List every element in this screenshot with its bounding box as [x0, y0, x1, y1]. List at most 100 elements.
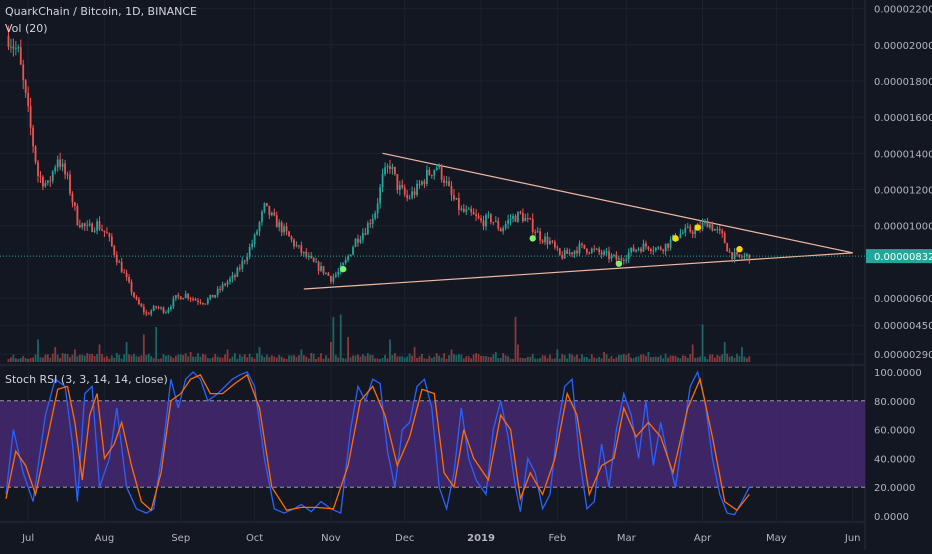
volume-bar — [162, 354, 165, 362]
volume-bar — [605, 354, 608, 362]
volume-bar — [499, 358, 502, 362]
candle-body — [595, 248, 598, 250]
volume-bar — [101, 354, 103, 362]
candle-body — [337, 271, 340, 275]
candle-body — [113, 245, 116, 255]
candle-body — [726, 243, 729, 252]
time-tick-label: Apr — [694, 533, 712, 544]
volume-bar — [425, 358, 428, 362]
candle-body — [140, 304, 143, 307]
time-tick-label: Dec — [395, 533, 414, 544]
time-tick-label: Jul — [21, 533, 34, 544]
volume-bar — [709, 354, 711, 362]
volume-bar — [438, 355, 441, 362]
candle-body — [460, 208, 463, 210]
volume-bar — [487, 356, 490, 362]
volume-bar — [462, 358, 465, 362]
candle-body — [184, 293, 187, 298]
candle-body — [686, 226, 689, 228]
candle-body — [194, 299, 197, 301]
volume-bar — [39, 357, 42, 362]
candle-body — [519, 211, 522, 213]
volume-bar — [209, 358, 212, 362]
volume-bar — [541, 355, 544, 362]
candle-body — [637, 248, 640, 250]
volume-bar — [332, 317, 335, 362]
volume-bar — [81, 354, 84, 362]
volume-bar — [145, 355, 148, 362]
volume-bar — [640, 354, 642, 362]
candle-body — [546, 236, 549, 245]
candle-body — [613, 254, 615, 256]
candle-body — [14, 48, 17, 50]
candle-body — [539, 231, 542, 241]
candle-body — [509, 218, 512, 220]
volume-bar — [401, 356, 404, 362]
candle-body — [305, 251, 308, 257]
volume-bar — [369, 354, 372, 362]
candle-body — [101, 229, 103, 231]
volume-bar — [290, 355, 293, 362]
volume-bar — [322, 358, 325, 362]
trendline-support — [303, 252, 853, 290]
candle-body — [433, 170, 436, 176]
candle-body — [288, 231, 290, 237]
candle-body — [51, 171, 54, 181]
time-tick-label: May — [766, 533, 787, 544]
volume-bar — [69, 357, 71, 362]
candle-body — [571, 252, 574, 255]
stoch-rsi-tick-label: 60.0000 — [874, 426, 915, 437]
volume-bar — [194, 356, 197, 362]
symbol-title: QuarkChain / Bitcoin, 1D, BINANCE — [5, 5, 197, 18]
candle-body — [76, 205, 79, 225]
candle-body — [583, 244, 586, 249]
volume-label: Vol (20) — [5, 22, 48, 35]
candle-body — [88, 223, 91, 226]
candle-body — [44, 183, 47, 187]
volume-bar — [551, 358, 554, 362]
volume-bar — [374, 358, 377, 362]
candle-body — [236, 267, 239, 277]
volume-bar — [477, 353, 480, 362]
volume-bar — [721, 354, 724, 362]
candle-body — [443, 179, 446, 183]
volume-bar — [305, 356, 308, 362]
signal-marker — [340, 265, 347, 273]
candle-body — [544, 236, 546, 243]
candle-body — [83, 223, 86, 227]
volume-bar — [327, 358, 330, 362]
candle-body — [462, 208, 465, 212]
candle-body — [174, 295, 177, 299]
volume-bar — [423, 358, 426, 362]
candle-body — [325, 272, 327, 274]
candle-body — [234, 275, 236, 277]
candle-body — [199, 302, 202, 304]
candle-body — [39, 176, 42, 178]
volume-bar — [421, 353, 423, 362]
candle-body — [398, 184, 401, 190]
volume-bar — [504, 355, 507, 362]
candle-body — [103, 230, 106, 233]
volume-bar — [662, 358, 665, 362]
volume-bar — [723, 342, 726, 362]
candle-body — [487, 214, 490, 216]
volume-bar — [581, 354, 583, 362]
candle-body — [669, 239, 672, 248]
candle-body — [738, 254, 741, 257]
candle-body — [689, 226, 692, 232]
volume-bar — [125, 342, 128, 362]
volume-bar — [231, 356, 234, 362]
volume-bar — [329, 342, 332, 362]
volume-bar — [167, 355, 170, 362]
volume-bar — [689, 354, 692, 362]
volume-bar — [179, 354, 182, 362]
volume-bar — [553, 358, 556, 362]
volume-bar — [147, 353, 150, 362]
volume-layer — [7, 314, 751, 362]
volume-bar — [389, 339, 391, 362]
candle-body — [610, 255, 613, 259]
candle-body — [453, 195, 455, 200]
candle-body — [160, 307, 162, 309]
volume-bar — [649, 357, 652, 362]
